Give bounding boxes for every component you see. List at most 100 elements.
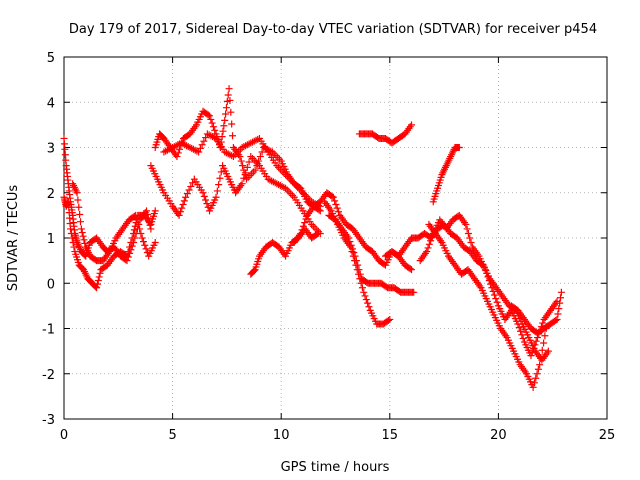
data-point — [538, 346, 546, 354]
data-point — [345, 234, 353, 242]
data-point — [226, 96, 234, 104]
data-point — [222, 110, 230, 118]
data-point — [360, 288, 368, 296]
data-point — [239, 162, 247, 170]
data-point — [302, 215, 310, 223]
data-point — [329, 193, 337, 201]
data-point — [225, 85, 233, 93]
series-track-g — [247, 225, 322, 278]
data-point — [348, 245, 356, 253]
data-point — [236, 153, 244, 161]
y-tick-label: -1 — [42, 323, 55, 338]
data-point — [221, 116, 229, 124]
data-point — [463, 225, 471, 233]
data-point — [309, 222, 317, 230]
y-tick-label: -3 — [42, 413, 55, 428]
data-point — [455, 144, 463, 151]
data-point — [423, 248, 431, 256]
data-point — [200, 192, 208, 200]
data-point — [77, 225, 85, 233]
data-point — [151, 207, 159, 215]
data-point — [314, 229, 322, 237]
x-tick-label: 20 — [490, 428, 507, 443]
data-point — [288, 191, 296, 199]
data-point — [250, 267, 258, 275]
data-point — [365, 303, 373, 311]
data-point — [554, 310, 562, 318]
data-point — [364, 299, 372, 307]
data-point — [218, 133, 226, 141]
y-tick-label: 4 — [47, 96, 55, 111]
data-point — [130, 212, 138, 220]
data-point — [216, 174, 224, 182]
series-track-h — [290, 189, 416, 274]
data-point — [335, 208, 343, 216]
data-point — [313, 230, 321, 238]
data-point — [298, 226, 306, 234]
data-point — [248, 170, 256, 178]
data-point — [552, 316, 560, 324]
data-point — [189, 179, 197, 187]
data-point — [182, 193, 190, 201]
data-point — [200, 137, 208, 145]
x-axis-label: GPS time / hours — [281, 460, 390, 475]
data-point — [202, 196, 210, 204]
data-point — [251, 166, 259, 174]
data-point — [484, 273, 492, 281]
data-point — [333, 204, 341, 212]
data-point — [198, 141, 206, 149]
data-point — [541, 332, 549, 340]
data-point — [93, 280, 101, 288]
data-point — [79, 232, 87, 240]
data-point — [124, 248, 132, 256]
data-point — [138, 234, 146, 242]
data-point — [515, 324, 523, 332]
data-point — [199, 189, 207, 197]
data-point — [142, 245, 150, 253]
data-point — [544, 347, 552, 355]
data-point — [481, 266, 489, 274]
data-point — [212, 193, 220, 201]
data-point — [539, 319, 547, 327]
data-point — [356, 270, 364, 278]
series-track-d — [151, 85, 324, 215]
data-markers — [60, 85, 565, 391]
y-tick-label: 1 — [47, 232, 55, 247]
data-point — [75, 203, 83, 211]
data-point — [74, 196, 82, 204]
data-point — [136, 225, 144, 233]
data-point — [204, 111, 212, 119]
data-point — [483, 269, 491, 277]
data-point — [462, 220, 470, 228]
data-point — [180, 197, 188, 205]
data-point — [69, 239, 77, 247]
data-point — [207, 115, 215, 123]
x-tick-label: 15 — [382, 428, 399, 443]
data-point — [220, 122, 228, 130]
data-point — [285, 188, 293, 196]
data-point — [528, 348, 536, 356]
data-point — [122, 251, 130, 259]
x-tick-label: 0 — [60, 428, 68, 443]
data-point — [151, 239, 159, 247]
y-tick-label: 5 — [47, 51, 55, 66]
data-point — [425, 240, 433, 248]
data-point — [557, 288, 565, 296]
data-point — [173, 153, 181, 161]
data-point — [243, 163, 251, 171]
data-point — [139, 238, 147, 246]
data-point — [540, 339, 548, 347]
data-point — [346, 238, 354, 246]
data-point — [175, 211, 183, 219]
data-point — [557, 294, 565, 302]
data-point — [77, 218, 85, 226]
series-track-c — [69, 180, 159, 265]
data-point — [81, 239, 89, 247]
data-point — [490, 291, 498, 299]
series-track-k — [355, 121, 416, 147]
data-point — [178, 204, 186, 212]
data-point — [209, 123, 217, 131]
data-point — [519, 334, 527, 342]
data-point — [95, 273, 103, 281]
x-tick-label: 25 — [599, 428, 616, 443]
